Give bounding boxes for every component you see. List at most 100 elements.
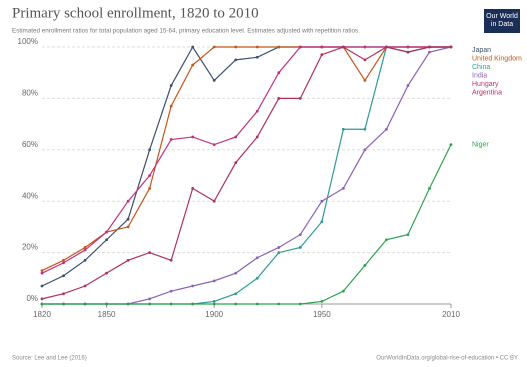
data-point: [385, 45, 388, 49]
data-point: [148, 297, 152, 301]
data-point: [62, 274, 65, 278]
data-point: [212, 45, 216, 49]
data-point: [428, 186, 431, 190]
data-point: [105, 271, 108, 275]
y-tick-label: 20%: [22, 243, 38, 252]
x-tick-label: 2010: [442, 310, 460, 319]
data-point: [83, 248, 87, 252]
data-point: [298, 233, 302, 237]
data-point: [341, 186, 345, 190]
legend-label: Argentina: [472, 89, 502, 96]
data-point: [255, 276, 259, 280]
data-point: [234, 161, 238, 165]
data-point: [363, 264, 367, 267]
data-point: [212, 79, 216, 82]
data-point: [363, 127, 367, 131]
logo-text: Our World in Data: [486, 13, 518, 28]
data-point: [363, 148, 367, 152]
data-point: [255, 302, 259, 306]
legend-label: United Kingdom: [472, 55, 522, 62]
data-point: [277, 251, 281, 255]
data-point: [320, 53, 324, 57]
data-point: [169, 104, 173, 108]
data-point: [126, 199, 130, 203]
data-point: [234, 45, 238, 49]
data-point: [191, 45, 195, 49]
data-point: [255, 45, 259, 49]
data-point: [169, 84, 173, 87]
legend-label: Hungary: [472, 81, 499, 88]
data-point: [428, 45, 431, 49]
data-point: [212, 279, 216, 283]
data-point: [148, 302, 152, 306]
chart-subtitle: Estimated enrollment ratios for total po…: [12, 28, 360, 35]
data-point: [320, 45, 324, 49]
data-point: [83, 302, 87, 306]
data-point: [148, 186, 152, 190]
series-line: [41, 46, 451, 300]
data-point: [62, 258, 65, 262]
data-point: [341, 45, 345, 49]
x-tick-label: 1900: [205, 310, 223, 319]
data-point: [191, 186, 195, 190]
y-tick-label: 0%: [26, 294, 38, 303]
data-point: [126, 302, 130, 306]
series-line: [42, 144, 452, 305]
data-point: [234, 271, 238, 275]
x-tick-label: 1850: [98, 310, 116, 319]
data-point: [40, 269, 44, 272]
series-line: [41, 46, 451, 274]
data-point: [126, 225, 130, 229]
data-point: [255, 109, 259, 113]
data-point: [212, 300, 216, 303]
data-point: [385, 238, 388, 242]
data-point: [212, 302, 216, 306]
data-point: [234, 292, 238, 296]
data-point: [320, 300, 324, 303]
source: Source: Lee and Lee (2016): [12, 356, 87, 362]
data-point: [62, 261, 65, 265]
data-point: [255, 256, 259, 260]
data-point: [169, 258, 173, 262]
data-point: [169, 302, 173, 306]
data-point: [298, 45, 302, 49]
y-tick-label: 80%: [22, 89, 38, 98]
data-point: [40, 302, 44, 306]
data-point: [191, 302, 195, 306]
data-point: [62, 302, 65, 306]
data-point: [277, 302, 281, 306]
series-line: [41, 45, 451, 287]
data-point: [428, 50, 431, 54]
data-point: [277, 45, 281, 49]
data-point: [169, 138, 173, 141]
data-point: [212, 199, 216, 203]
data-point: [83, 258, 87, 262]
data-point: [191, 284, 195, 288]
series-line: [41, 46, 451, 272]
data-point: [105, 230, 108, 234]
data-point: [234, 135, 238, 139]
data-point: [363, 45, 367, 49]
data-point: [406, 84, 410, 87]
data-point: [234, 58, 238, 62]
data-point: [126, 217, 130, 221]
series-line: [42, 46, 452, 305]
data-point: [191, 63, 195, 67]
data-point: [363, 79, 367, 82]
data-point: [234, 302, 238, 306]
data-point: [406, 45, 410, 49]
logo: Our World in Data: [486, 13, 518, 28]
data-point: [126, 258, 130, 262]
y-tick-label: 100%: [18, 37, 38, 46]
legend-label: China: [472, 64, 490, 71]
data-point: [40, 284, 44, 288]
data-point: [148, 148, 152, 152]
data-point: [40, 271, 44, 275]
x-tick-label: 1950: [313, 310, 331, 319]
legend-label: India: [472, 72, 487, 79]
data-point: [212, 143, 216, 147]
data-point: [449, 143, 453, 147]
data-point: [363, 58, 367, 62]
data-point: [40, 297, 44, 301]
